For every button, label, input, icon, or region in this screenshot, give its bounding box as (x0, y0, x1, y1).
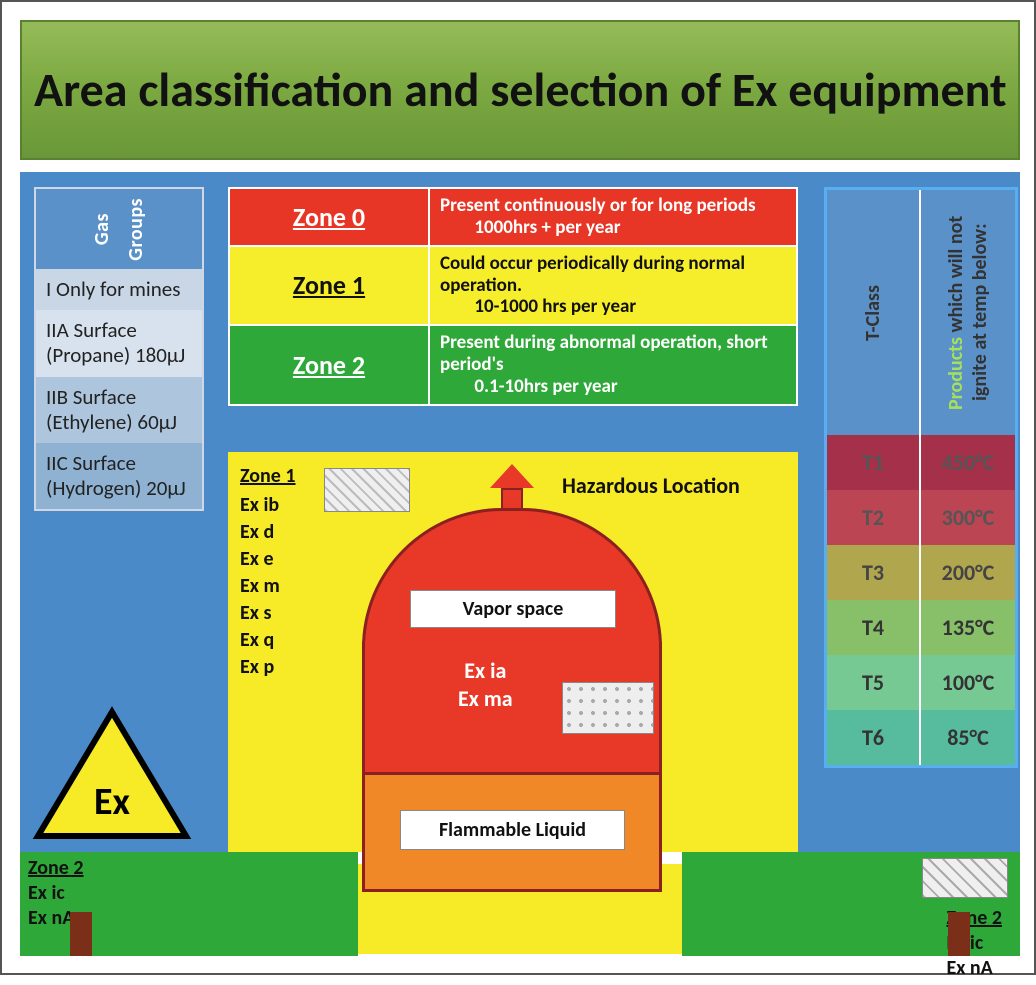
diagram-canvas: Area classification and selection of Ex … (0, 0, 1036, 975)
t4-temp: 135°C (921, 600, 1015, 655)
ex-s: Ex s (240, 600, 280, 627)
tclass-row-t3: T3200°C (827, 545, 1015, 600)
t3-temp: 200°C (921, 545, 1015, 600)
ex-q: Ex q (240, 627, 280, 654)
tclass-rows: T1450°C T2300°C T3200°C T4135°C T5100°C … (827, 435, 1015, 765)
tclass-row-t6: T685°C (827, 710, 1015, 765)
gas-header-1: Gas (90, 213, 114, 245)
t2-label: T2 (827, 490, 921, 545)
gas-row-I: I Only for mines (36, 269, 202, 310)
t6-label: T6 (827, 710, 921, 765)
zone-row-0: Zone 0 Present continuously or for long … (230, 189, 796, 247)
ex-warning-triangle-icon: Ex (32, 706, 192, 846)
ex-e: Ex e (240, 546, 280, 573)
tclass-row-t4: T4135°C (827, 600, 1015, 655)
t6-temp: 85°C (921, 710, 1015, 765)
tank-vent-arrow-icon (492, 464, 532, 514)
gas-row-IIC: IIC Surface (Hydrogen) 20µJ (36, 443, 202, 509)
zone-row-2: Zone 2 Present during abnormal operation… (230, 326, 796, 404)
ex-d: Ex d (240, 519, 280, 546)
zone1-title: Zone 1 (240, 464, 296, 488)
flammable-liquid-label: Flammable Liquid (400, 810, 625, 850)
tank-ex-ratings: Ex ia Ex ma (458, 657, 513, 712)
gas-header-2: Groups (124, 198, 148, 261)
zone-1-desc-text: Could occur periodically during normal o… (440, 252, 745, 297)
zone-row-1: Zone 1 Could occur periodically during n… (230, 247, 796, 327)
page-title: Area classification and selection of Ex … (20, 20, 1020, 160)
tclass-head2: Products which will not ignite at temp b… (944, 190, 992, 435)
zone-0-detail: 1000hrs + per year (474, 216, 620, 239)
t2-temp: 300°C (921, 490, 1015, 545)
ex-ia: Ex ia (464, 657, 506, 684)
tclass-row-t5: T5100°C (827, 655, 1015, 710)
zone2-left-title: Zone 2 (28, 856, 84, 880)
ex-p: Ex p (240, 654, 280, 681)
t4-label: T4 (827, 600, 921, 655)
zone2-left-exic: Ex ic (28, 881, 65, 905)
zone-1-detail: 10-1000 hrs per year (474, 295, 636, 318)
vapor-space-label: Vapor space (410, 590, 616, 628)
zone-1-label: Zone 1 (230, 247, 430, 325)
tclass-products-word: Products (944, 337, 968, 410)
tclass-header: T-Class Products which will not ignite a… (827, 190, 1015, 435)
hatch-zone2-icon (922, 858, 1008, 898)
zone-0-desc-text: Present continuously or for long periods (440, 194, 756, 217)
ex-symbol-text: Ex (94, 779, 131, 825)
ex-ib: Ex ib (240, 492, 280, 519)
zone-2-detail: 0.1-10hrs per year (474, 375, 617, 398)
ex-m: Ex m (240, 573, 280, 600)
zone1-ex-list: Ex ib Ex d Ex e Ex m Ex s Ex q Ex p (240, 492, 280, 681)
tclass-row-t1: T1450°C (827, 435, 1015, 490)
support-post-left (70, 912, 92, 956)
t5-label: T5 (827, 655, 921, 710)
tclass-header-col1: T-Class (827, 190, 921, 435)
zone-2-label: Zone 2 (230, 326, 430, 404)
zone-0-label: Zone 0 (230, 189, 430, 245)
hatch-zone1-icon (324, 468, 410, 512)
zone-2-desc: Present during abnormal operation, short… (430, 326, 796, 404)
zone-0-desc: Present continuously or for long periods… (430, 189, 796, 245)
support-post-right (948, 912, 970, 956)
tclass-row-t2: T2300°C (827, 490, 1015, 545)
t5-temp: 100°C (921, 655, 1015, 710)
zone2-left-exna: Ex nA (28, 906, 74, 930)
hazloc-text: Hazardous Location (562, 472, 740, 499)
tclass-header-col2: Products which will not ignite at temp b… (921, 190, 1015, 435)
t1-temp: 450°C (921, 435, 1015, 490)
zone-1-desc: Could occur periodically during normal o… (430, 247, 796, 325)
gas-groups-panel: Gas Groups I Only for mines IIA Surface … (34, 187, 204, 511)
gas-row-IIA: IIA Surface (Propane) 180µJ (36, 310, 202, 376)
zone-table: Zone 0 Present continuously or for long … (228, 187, 798, 406)
t1-label: T1 (827, 435, 921, 490)
gas-groups-header: Gas Groups (36, 189, 202, 269)
gas-row-IIB: IIB Surface (Ethylene) 60µJ (36, 377, 202, 443)
hatch-zone0-icon (562, 682, 654, 734)
t3-label: T3 (827, 545, 921, 600)
tclass-head1: T-Class (861, 285, 885, 341)
zone2-right-exna: Ex nA (946, 956, 992, 980)
zone-2-desc-text: Present during abnormal operation, short… (440, 331, 768, 376)
tclass-panel: T-Class Products which will not ignite a… (824, 187, 1018, 768)
hazardous-location-label: Hazardous Location (562, 472, 740, 499)
ex-ma: Ex ma (458, 685, 513, 712)
